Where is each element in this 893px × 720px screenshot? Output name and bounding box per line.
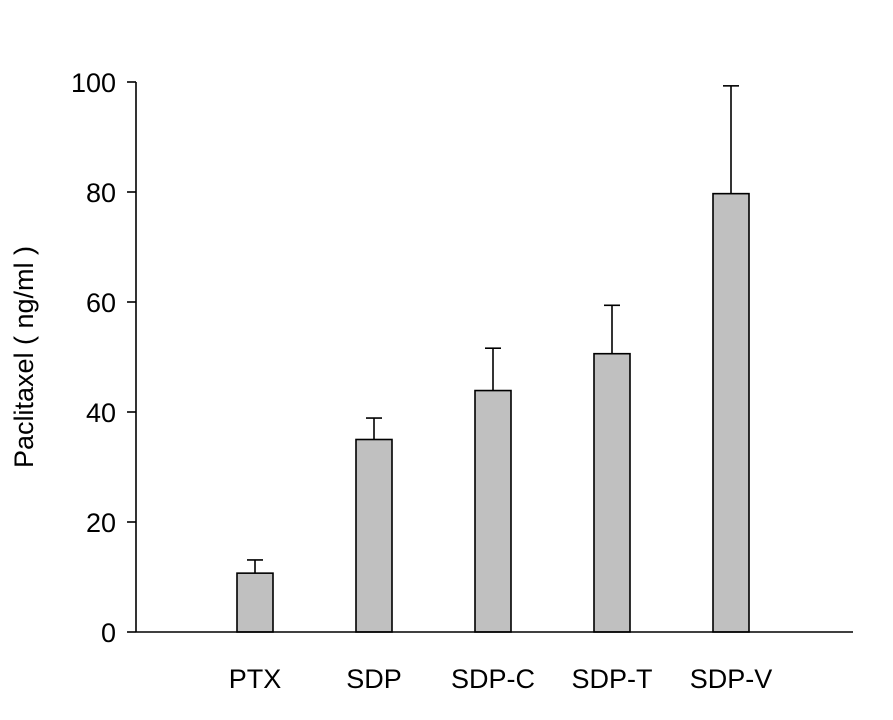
x-axis-tick-labels: PTX SDP SDP-C SDP-T SDP-V [229, 664, 773, 694]
bar-sdp-c [474, 389, 512, 633]
bar-ptx [236, 572, 274, 633]
y-tick-label: 100 [71, 68, 116, 98]
bar-sdp-t [593, 352, 631, 633]
y-tick-label: 80 [86, 178, 116, 208]
y-axis-ticks: 0 20 40 60 80 100 [71, 68, 136, 648]
bars-group [236, 85, 750, 633]
bar-sdp [355, 438, 393, 633]
y-tick-label: 20 [86, 508, 116, 538]
x-tick-label: PTX [229, 664, 282, 694]
y-tick-label: 40 [86, 398, 116, 428]
x-tick-label: SDP-T [572, 664, 653, 694]
x-tick-label: SDP [346, 664, 402, 694]
y-tick-label: 60 [86, 288, 116, 318]
x-tick-label: SDP-C [451, 664, 535, 694]
bar-sdp-v [712, 192, 750, 633]
x-tick-label: SDP-V [690, 664, 773, 694]
y-axis-label: Paclitaxel ( ng/ml ) [9, 246, 39, 468]
y-tick-label: 0 [101, 618, 116, 648]
